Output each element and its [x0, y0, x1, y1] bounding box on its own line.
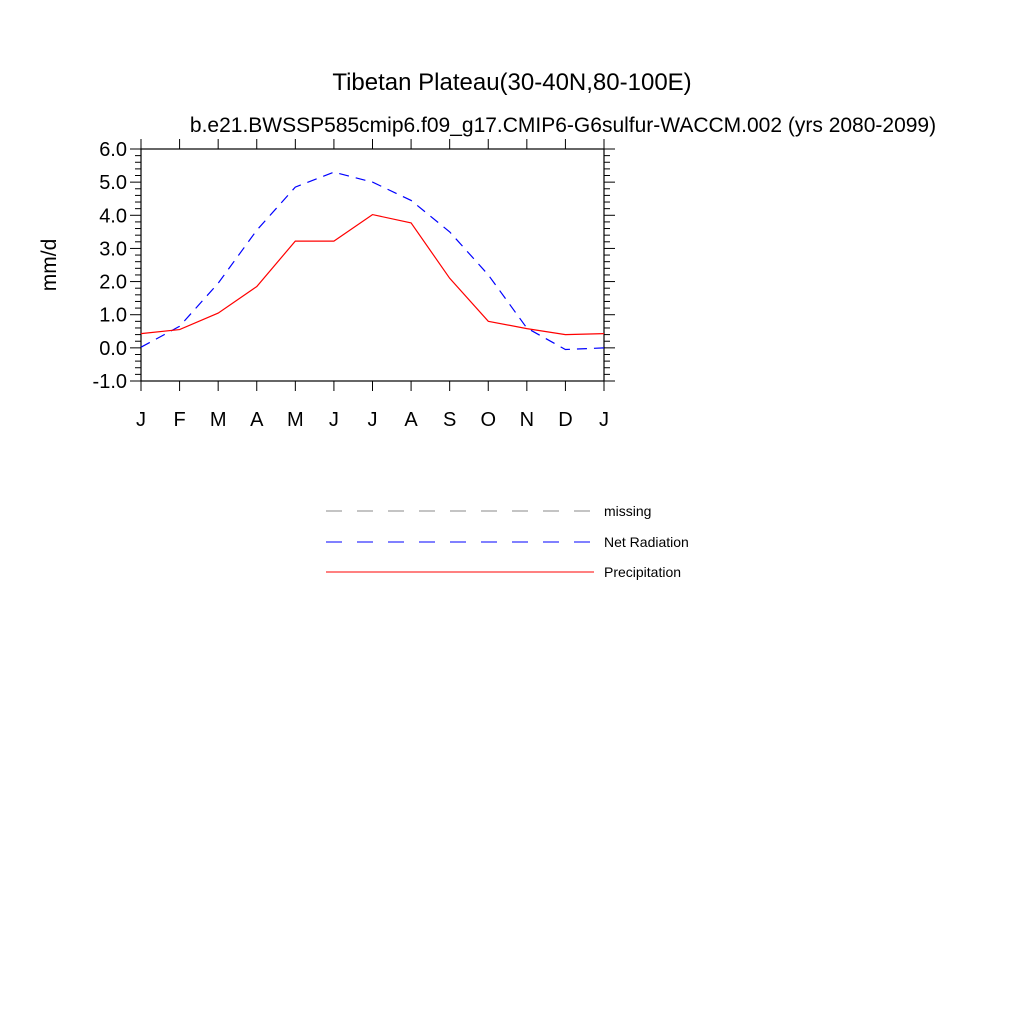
x-tick-label: A [404, 409, 418, 431]
legend-label-precipitation: Precipitation [604, 564, 681, 580]
plot-frame [140, 148, 605, 382]
x-tick-label: M [210, 409, 227, 431]
y-tick-label: 2.0 [99, 272, 127, 294]
chart-title: Tibetan Plateau(30-40N,80-100E) [332, 69, 691, 96]
x-tick-label: F [173, 409, 185, 431]
x-tick-label: S [443, 409, 456, 431]
series-precipitation-line [140, 213, 605, 336]
x-tick-label: A [250, 409, 264, 431]
y-tick-label: 1.0 [99, 305, 127, 327]
x-tick-label: O [480, 409, 496, 431]
legend-label-missing: missing [604, 503, 651, 519]
y-tick-label: 5.0 [99, 172, 127, 194]
y-tick-label: 4.0 [99, 205, 127, 227]
y-tick-label: 3.0 [99, 238, 127, 260]
legend-label-net-radiation: Net Radiation [604, 534, 689, 550]
x-tick-label: J [368, 409, 378, 431]
y-tick-label: 6.0 [99, 139, 127, 161]
x-tick-label: J [599, 409, 609, 431]
x-tick-label: D [558, 409, 572, 431]
x-tick-label: M [287, 409, 304, 431]
y-axis: -1.0 0.0 1.0 2.0 3.0 4.0 5.0 6.0 [93, 139, 615, 393]
y-tick-label: -1.0 [93, 371, 127, 393]
y-axis-label: mm/d [38, 239, 61, 292]
x-tick-label: N [520, 409, 534, 431]
chart-subtitle: b.e21.BWSSP585cmip6.f09_g17.CMIP6-G6sulf… [190, 114, 936, 137]
legend: missing Net Radiation Precipitation [326, 503, 689, 580]
x-tick-label: J [136, 409, 146, 431]
series-net-radiation-line [140, 171, 605, 351]
series-group [140, 171, 605, 351]
y-tick-label: 0.0 [99, 338, 127, 360]
x-tick-label: J [329, 409, 339, 431]
plot-border [140, 148, 605, 382]
